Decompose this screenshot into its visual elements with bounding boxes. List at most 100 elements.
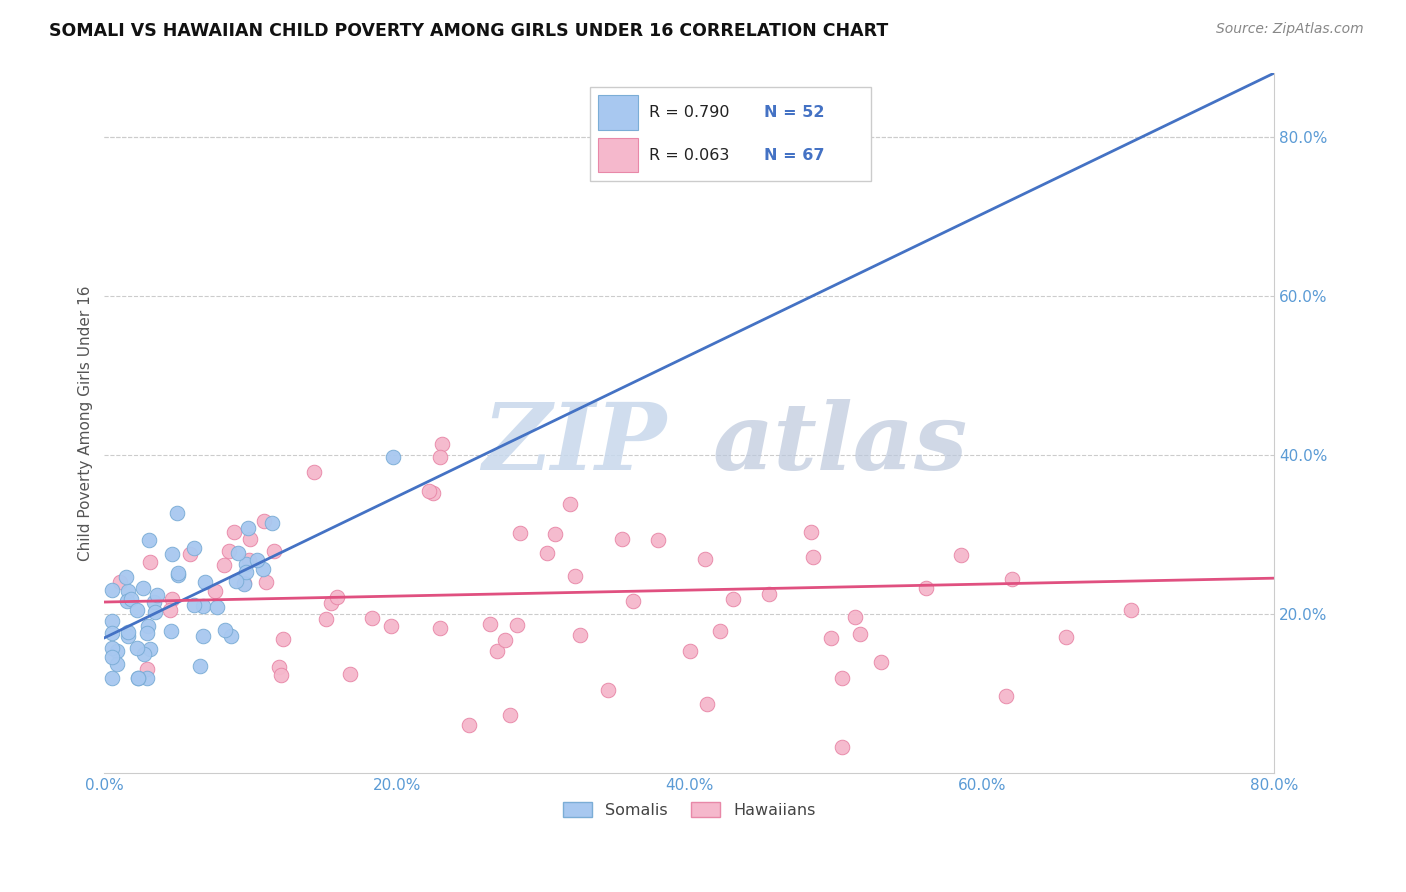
Point <box>1054 630 1077 644</box>
Point <box>100 671 122 685</box>
Point <box>100 650 122 665</box>
Point <box>117 584 139 599</box>
Point <box>143 595 166 609</box>
Point <box>222 525 245 540</box>
Point <box>225 574 247 588</box>
Point <box>162 547 184 561</box>
Point <box>228 546 250 560</box>
Point <box>844 609 866 624</box>
Point <box>263 544 285 558</box>
Point <box>429 450 451 464</box>
Point <box>139 556 162 570</box>
Point <box>870 655 893 669</box>
Point <box>381 450 404 465</box>
Point <box>105 644 128 658</box>
Point <box>159 624 181 639</box>
Point <box>218 544 240 558</box>
Point <box>235 557 257 571</box>
Point <box>191 629 214 643</box>
Point <box>494 633 516 648</box>
Point <box>232 577 254 591</box>
Point <box>160 591 183 606</box>
Point <box>105 657 128 672</box>
Point <box>326 591 349 605</box>
Point <box>233 575 256 590</box>
Text: Source: ZipAtlas.com: Source: ZipAtlas.com <box>1216 22 1364 37</box>
Point <box>121 591 143 606</box>
Point <box>696 697 718 711</box>
Point <box>339 667 361 681</box>
Point <box>127 640 149 655</box>
Point <box>758 587 780 601</box>
Point <box>145 589 167 603</box>
Point <box>269 660 291 674</box>
Point <box>207 599 229 614</box>
Point <box>831 740 853 755</box>
Point <box>558 497 581 511</box>
Point <box>568 628 591 642</box>
Point <box>114 570 136 584</box>
Point <box>695 552 717 566</box>
Point <box>506 617 529 632</box>
Text: atlas: atlas <box>713 399 967 489</box>
Point <box>235 565 257 579</box>
Point <box>950 548 973 562</box>
Point <box>380 619 402 633</box>
Point <box>252 562 274 576</box>
Point <box>188 658 211 673</box>
Point <box>127 671 149 685</box>
Point <box>262 516 284 530</box>
Y-axis label: Child Poverty Among Girls Under 16: Child Poverty Among Girls Under 16 <box>79 285 93 561</box>
Point <box>849 627 872 641</box>
Point <box>246 553 269 567</box>
Point <box>134 647 156 661</box>
Point <box>509 525 531 540</box>
Point <box>139 641 162 656</box>
Point <box>709 624 731 638</box>
Point <box>238 521 260 535</box>
Point <box>110 575 132 590</box>
Point <box>136 671 159 685</box>
Point <box>238 552 260 566</box>
Point <box>430 436 453 450</box>
Point <box>166 568 188 582</box>
Point <box>596 683 619 698</box>
Point <box>831 671 853 685</box>
Point <box>179 547 201 561</box>
Point <box>219 629 242 643</box>
Point <box>183 541 205 555</box>
Point <box>544 527 567 541</box>
Point <box>254 574 277 589</box>
Text: SOMALI VS HAWAIIAN CHILD POVERTY AMONG GIRLS UNDER 16 CORRELATION CHART: SOMALI VS HAWAIIAN CHILD POVERTY AMONG G… <box>49 22 889 40</box>
Point <box>429 621 451 635</box>
Point <box>239 532 262 546</box>
Point <box>315 611 337 625</box>
Legend: Somalis, Hawaiians: Somalis, Hawaiians <box>557 796 821 824</box>
Point <box>183 598 205 612</box>
Point <box>270 668 292 682</box>
Point <box>132 581 155 595</box>
Point <box>610 532 633 546</box>
Point <box>271 632 294 647</box>
Point <box>486 644 509 658</box>
Point <box>127 671 149 685</box>
Point <box>194 575 217 590</box>
Point <box>721 591 744 606</box>
Point <box>678 644 700 658</box>
Point <box>915 581 938 595</box>
Point <box>100 614 122 628</box>
Point <box>159 603 181 617</box>
Point <box>457 718 479 732</box>
Point <box>319 596 342 610</box>
Point <box>135 662 157 676</box>
Point <box>212 558 235 573</box>
Point <box>204 584 226 599</box>
Point <box>361 611 384 625</box>
Point <box>801 550 824 565</box>
Point <box>214 623 236 637</box>
Point <box>621 594 644 608</box>
Point <box>536 546 558 560</box>
Point <box>115 594 138 608</box>
Point <box>479 617 502 632</box>
Point <box>1001 572 1024 586</box>
